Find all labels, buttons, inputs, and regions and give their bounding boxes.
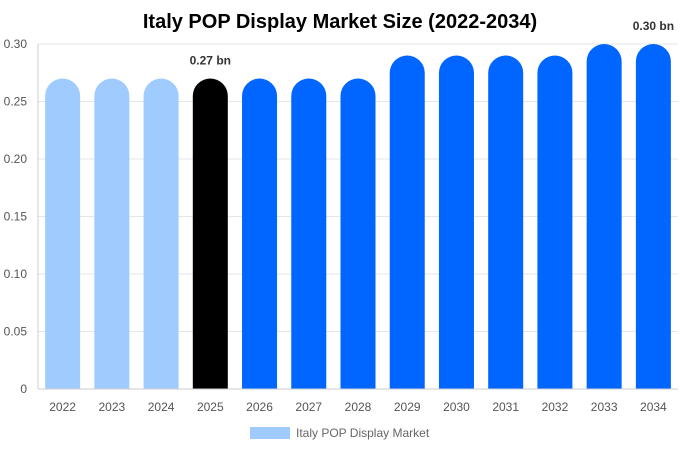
x-tick-label: 2022 bbox=[49, 400, 76, 414]
bar-2028[interactable] bbox=[340, 78, 376, 390]
bar-2034[interactable] bbox=[635, 44, 671, 389]
data-labels: 0.27 bn 0.30 bn bbox=[190, 19, 674, 68]
x-axis-ticks: 2022 2023 2024 2025 2026 2027 2028 2029 2030 2031… bbox=[49, 400, 667, 414]
y-tick-label: 0.20 bbox=[4, 152, 28, 166]
x-tick-label: 2024 bbox=[148, 400, 175, 414]
x-tick-label: 2029 bbox=[394, 400, 421, 414]
bars bbox=[45, 44, 671, 389]
x-tick-label: 2032 bbox=[542, 400, 569, 414]
bar-2025[interactable] bbox=[192, 78, 228, 390]
bar-2033[interactable] bbox=[586, 44, 622, 389]
x-tick-label: 2027 bbox=[295, 400, 322, 414]
bar-2030[interactable] bbox=[438, 55, 474, 390]
x-tick-label: 2031 bbox=[492, 400, 519, 414]
legend-swatch bbox=[250, 427, 290, 439]
bar-2022[interactable] bbox=[45, 78, 81, 389]
chart-title: Italy POP Display Market Size (2022-2034… bbox=[143, 11, 537, 33]
y-tick-label: 0 bbox=[20, 382, 27, 396]
x-tick-label: 2028 bbox=[345, 400, 372, 414]
x-tick-label: 2034 bbox=[640, 400, 667, 414]
y-tick-label: 0.25 bbox=[4, 95, 28, 109]
x-tick-label: 2030 bbox=[443, 400, 470, 414]
bar-2032[interactable] bbox=[537, 55, 573, 390]
bar-2024[interactable] bbox=[143, 78, 179, 390]
y-tick-label: 0.10 bbox=[4, 267, 28, 281]
data-label: 0.30 bn bbox=[633, 19, 674, 33]
bar-2023[interactable] bbox=[94, 78, 130, 389]
y-tick-label: 0.05 bbox=[4, 325, 28, 339]
bar-2029[interactable] bbox=[389, 55, 425, 390]
bar-2031[interactable] bbox=[488, 55, 524, 390]
bar-2027[interactable] bbox=[291, 78, 327, 390]
x-tick-label: 2023 bbox=[98, 400, 125, 414]
data-label: 0.27 bn bbox=[190, 54, 231, 68]
x-tick-label: 2025 bbox=[197, 400, 224, 414]
y-tick-label: 0.15 bbox=[4, 210, 28, 224]
y-axis-ticks: 0 0.05 0.10 0.15 0.20 0.25 0.30 bbox=[4, 37, 28, 396]
legend[interactable]: Italy POP Display Market bbox=[250, 426, 430, 440]
y-tick-label: 0.30 bbox=[4, 37, 28, 51]
bar-2026[interactable] bbox=[242, 78, 278, 389]
legend-label: Italy POP Display Market bbox=[296, 426, 430, 440]
x-tick-label: 2026 bbox=[246, 400, 273, 414]
x-tick-label: 2033 bbox=[591, 400, 618, 414]
